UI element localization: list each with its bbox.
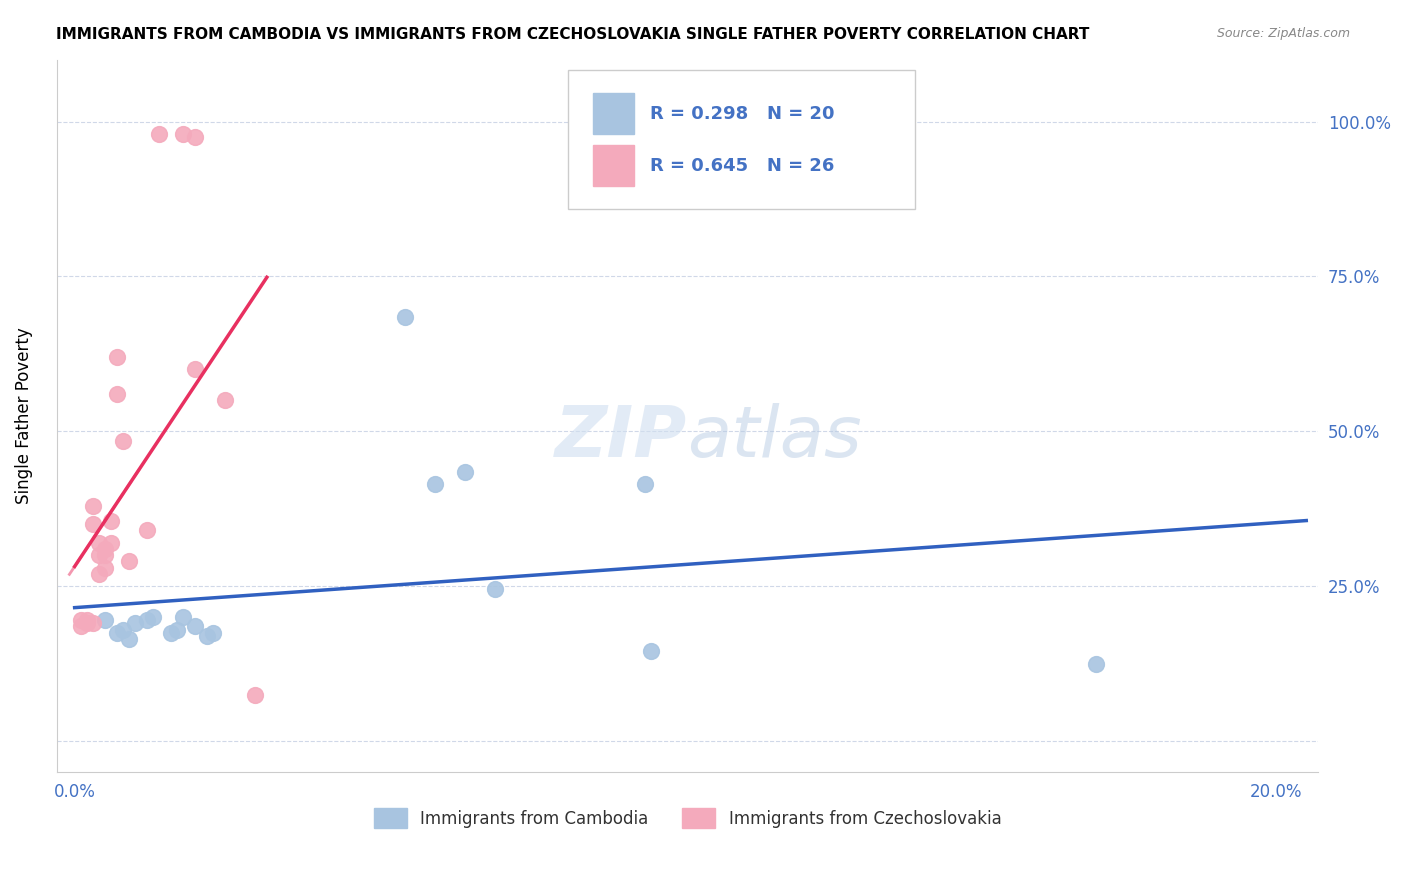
Point	[135, 524, 157, 538]
Point	[69, 619, 91, 633]
Point	[634, 477, 657, 491]
Point	[105, 350, 128, 364]
Point	[69, 613, 91, 627]
Point	[100, 536, 122, 550]
Text: ZIP: ZIP	[555, 402, 688, 472]
Point	[118, 554, 141, 568]
Point	[111, 623, 134, 637]
Point	[111, 434, 134, 448]
Point	[124, 616, 146, 631]
Point	[172, 127, 194, 141]
Point	[166, 623, 188, 637]
Point	[172, 610, 194, 624]
Point	[76, 616, 98, 631]
Point	[82, 499, 104, 513]
Bar	[593, 93, 634, 135]
Text: 20.0%: 20.0%	[1250, 783, 1302, 801]
Text: IMMIGRANTS FROM CAMBODIA VS IMMIGRANTS FROM CZECHOSLOVAKIA SINGLE FATHER POVERTY: IMMIGRANTS FROM CAMBODIA VS IMMIGRANTS F…	[56, 27, 1090, 42]
Point	[93, 548, 115, 562]
Point	[82, 616, 104, 631]
Point	[484, 582, 506, 597]
Text: R = 0.298   N = 20: R = 0.298 N = 20	[650, 104, 834, 123]
FancyBboxPatch shape	[568, 70, 914, 210]
Text: 0.0%: 0.0%	[53, 783, 96, 801]
Point	[423, 477, 446, 491]
Text: R = 0.645   N = 26: R = 0.645 N = 26	[650, 157, 834, 175]
Point	[394, 310, 416, 324]
Point	[76, 613, 98, 627]
Point	[93, 560, 115, 574]
Point	[87, 536, 110, 550]
Point	[142, 610, 165, 624]
Point	[93, 613, 115, 627]
Point	[640, 644, 662, 658]
Point	[1085, 657, 1108, 671]
Bar	[593, 145, 634, 186]
Point	[105, 625, 128, 640]
Point	[214, 393, 236, 408]
Point	[105, 387, 128, 401]
Legend: Immigrants from Cambodia, Immigrants from Czechoslovakia: Immigrants from Cambodia, Immigrants fro…	[367, 801, 1008, 835]
Point	[201, 625, 224, 640]
Point	[454, 465, 477, 479]
Point	[135, 613, 157, 627]
Point	[159, 625, 181, 640]
Point	[82, 517, 104, 532]
Point	[195, 629, 218, 643]
Point	[184, 619, 207, 633]
Point	[100, 514, 122, 528]
Point	[243, 688, 266, 702]
Point	[87, 566, 110, 581]
Point	[184, 130, 207, 145]
Text: atlas: atlas	[688, 402, 862, 472]
Y-axis label: Single Father Poverty: Single Father Poverty	[15, 327, 32, 504]
Text: Source: ZipAtlas.com: Source: ZipAtlas.com	[1216, 27, 1350, 40]
Point	[184, 362, 207, 376]
Point	[93, 541, 115, 556]
Point	[118, 632, 141, 646]
Point	[148, 127, 170, 141]
Point	[87, 548, 110, 562]
